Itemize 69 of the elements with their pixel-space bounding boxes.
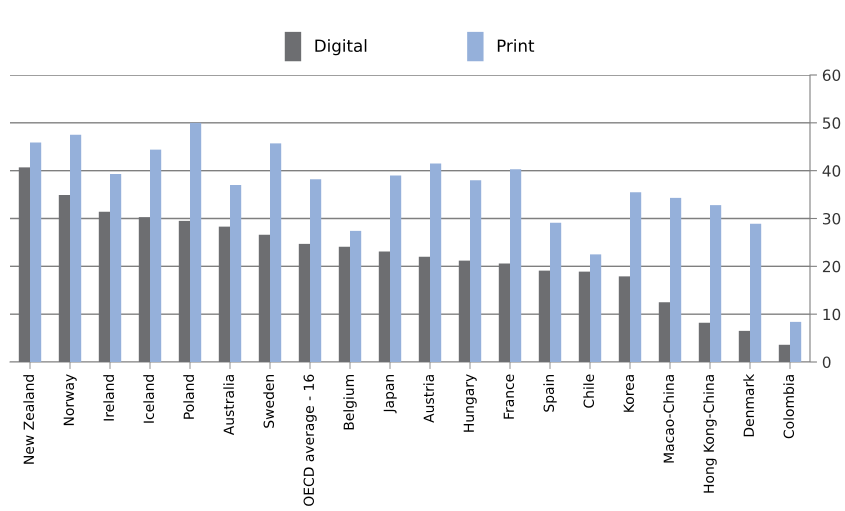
- bar: [790, 322, 802, 362]
- y-tick-label: 50: [822, 117, 840, 129]
- bar: [550, 222, 562, 362]
- bar: [70, 134, 82, 362]
- bar: [710, 205, 722, 362]
- bar: [430, 163, 442, 362]
- x-tick-label: Poland: [183, 375, 194, 419]
- x-tick-label: Japan: [384, 374, 397, 414]
- bar: [350, 230, 362, 362]
- x-tick-label: Colombia: [783, 375, 794, 438]
- x-tick-label: Korea: [624, 375, 634, 412]
- x-tick-label: Sweden: [263, 374, 274, 428]
- bar: [390, 175, 402, 362]
- bar: [18, 167, 30, 362]
- y-tick-label: 60: [822, 69, 840, 82]
- bar: [590, 254, 602, 362]
- bar: [578, 272, 590, 362]
- bar: [658, 302, 670, 362]
- bar: [470, 180, 482, 362]
- y-tick-label: 40: [822, 165, 840, 177]
- y-tick-label: 10: [823, 308, 840, 320]
- x-tick-label: Hong Kong-China: [703, 375, 717, 493]
- x-tick-label: Belgium: [343, 374, 357, 430]
- bar: [458, 260, 470, 362]
- bar: [538, 270, 550, 362]
- y-tick-label: 20: [822, 260, 840, 272]
- x-tick-label: France: [504, 374, 514, 419]
- x-tick-label: Iceland: [143, 375, 154, 423]
- bar: [698, 322, 710, 362]
- x-tick-label: Australia: [223, 375, 234, 436]
- x-tick-label: Hungary: [464, 374, 477, 432]
- bar: [378, 252, 390, 362]
- x-tick-label: Chile: [583, 374, 594, 408]
- bar: [338, 246, 350, 362]
- bar: [178, 220, 190, 362]
- bar: [230, 185, 242, 362]
- x-tick-label: Norway: [64, 374, 77, 426]
- bar: [298, 244, 310, 362]
- bar: [270, 143, 282, 362]
- legend-label: Print: [498, 39, 534, 52]
- bar: [310, 179, 322, 362]
- bar: [630, 192, 642, 362]
- bar: [750, 224, 762, 362]
- bar: [30, 142, 42, 362]
- x-tick-label: Spain: [543, 374, 557, 412]
- bar: [418, 256, 430, 362]
- y-tick-label: 0: [822, 356, 831, 368]
- x-tick-label: Macao-China: [663, 375, 674, 463]
- bar: [498, 263, 510, 362]
- bar: [670, 198, 682, 362]
- x-tick-label: New Zealand: [23, 375, 34, 464]
- bar: [510, 169, 522, 362]
- bar: [190, 122, 202, 362]
- bar: [218, 226, 230, 362]
- x-tick-label: Denmark: [743, 374, 754, 436]
- bar: [150, 150, 162, 362]
- legend-label: Digital: [315, 39, 366, 56]
- bar: [98, 212, 110, 362]
- x-tick-label: OECD average - 16: [304, 374, 317, 506]
- bar: [738, 330, 750, 362]
- y-tick-label: 30: [822, 212, 840, 225]
- bar: [58, 195, 70, 362]
- x-tick-label: Austria: [423, 375, 434, 423]
- bar: [110, 174, 122, 362]
- bar: [778, 344, 790, 362]
- x-tick-label: Ireland: [103, 375, 114, 420]
- bar: [258, 234, 270, 362]
- bar: [618, 276, 630, 362]
- bar: [138, 217, 150, 362]
